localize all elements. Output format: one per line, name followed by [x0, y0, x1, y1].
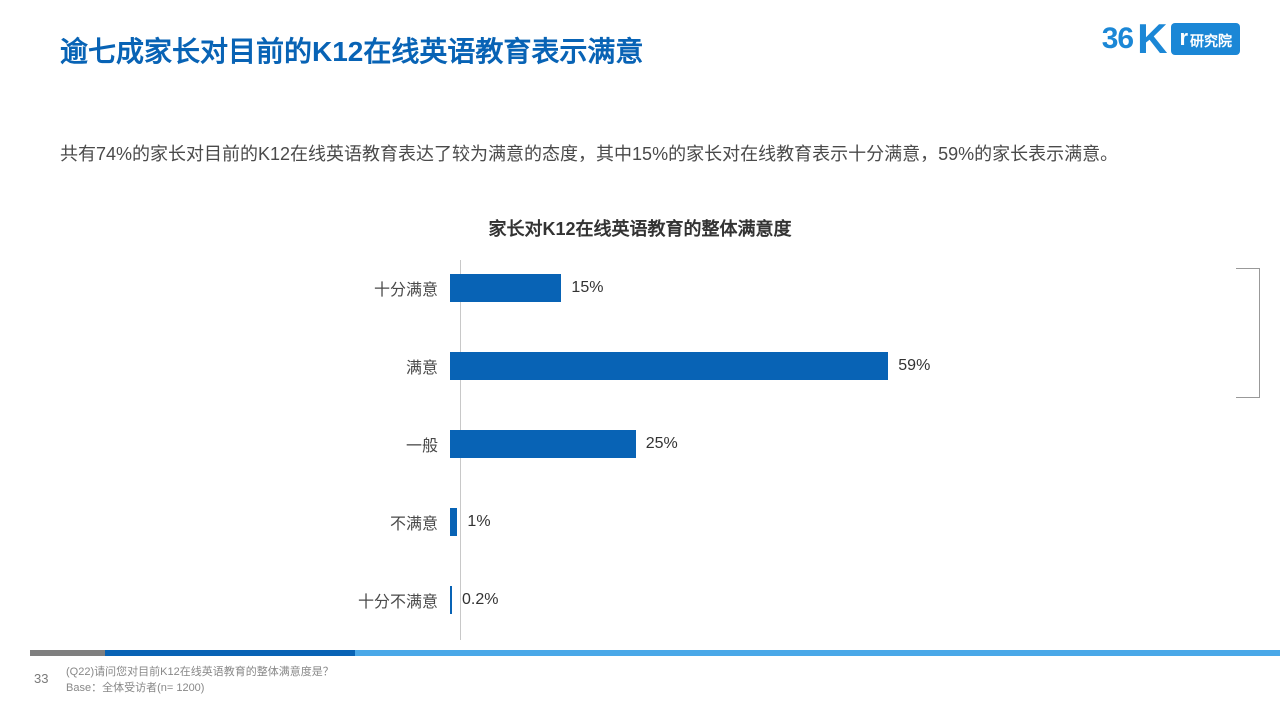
- category-label: 十分不满意: [340, 588, 450, 612]
- slide: 逾七成家长对目前的K12在线英语教育表示满意 36 K r 研究院 共有74%的…: [0, 0, 1280, 720]
- summary-bracket: [1236, 268, 1260, 398]
- logo-badge-sub: 研究院: [1190, 31, 1232, 51]
- logo-badge: r 研究院: [1171, 23, 1240, 55]
- footer-bar-segment: [105, 650, 355, 656]
- bar: [450, 508, 457, 536]
- value-label: 59%: [888, 357, 930, 375]
- bar: [450, 352, 888, 380]
- satisfaction-bar-chart: 十分满意15%满意59%一般25%不满意1%十分不满意0.2% 满意 74%: [340, 260, 1080, 640]
- page-number: 33: [34, 671, 48, 686]
- category-label: 十分满意: [340, 276, 450, 300]
- category-label: 不满意: [340, 510, 450, 534]
- bar: [450, 430, 636, 458]
- bar-wrap: 0.2%: [450, 586, 1080, 614]
- bar-wrap: 59%: [450, 352, 1080, 380]
- chart-row: 满意 59%: [340, 346, 1080, 386]
- chart-row: 一般 25%: [340, 424, 1080, 464]
- chart-title: 家长对K12在线英语教育的整体满意度: [0, 215, 1280, 241]
- logo-k-text: K: [1137, 18, 1167, 60]
- subtitle-text: 共有74%的家长对目前的K12在线英语教育表达了较为满意的态度，其中15%的家长…: [60, 140, 1220, 169]
- chart-row: 十分满意 15%: [340, 268, 1080, 308]
- chart-row: 不满意 1%: [340, 502, 1080, 542]
- logo-36-text: 36: [1102, 22, 1133, 56]
- bar-wrap: 15%: [450, 274, 1080, 302]
- value-label: 25%: [636, 435, 678, 453]
- footnote-line2: Base：全体受访者(n= 1200): [66, 681, 334, 696]
- logo-r-text: r: [1179, 25, 1188, 51]
- page-title: 逾七成家长对目前的K12在线英语教育表示满意: [60, 30, 643, 70]
- chart-row: 十分不满意0.2%: [340, 580, 1080, 620]
- value-label: 1%: [457, 513, 490, 531]
- footer-bar-segment: [30, 650, 105, 656]
- footnote: (Q22)请问您对目前K12在线英语教育的整体满意度是？ Base：全体受访者(…: [66, 665, 334, 696]
- value-label: 0.2%: [452, 591, 498, 609]
- bar-wrap: 25%: [450, 430, 1080, 458]
- footnote-line1: (Q22)请问您对目前K12在线英语教育的整体满意度是？: [66, 665, 334, 680]
- bar: [450, 274, 561, 302]
- value-label: 15%: [561, 279, 603, 297]
- bar-wrap: 1%: [450, 508, 1080, 536]
- footer-accent-bar: [30, 650, 1280, 656]
- category-label: 一般: [340, 432, 450, 456]
- footer-bar-segment: [355, 650, 1280, 656]
- category-label: 满意: [340, 354, 450, 378]
- brand-logo: 36 K r 研究院: [1102, 18, 1240, 60]
